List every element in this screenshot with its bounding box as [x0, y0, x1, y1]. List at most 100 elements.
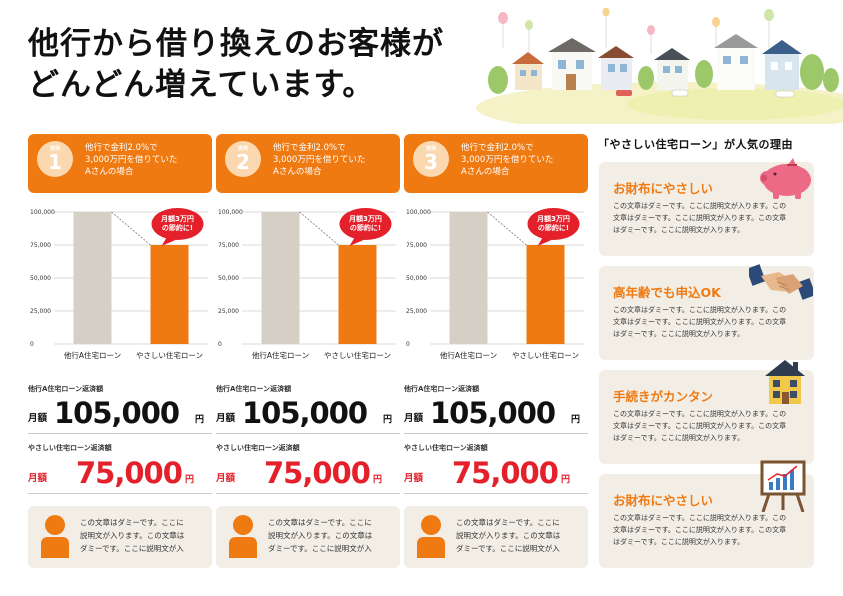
case-header: 実例 2 他行で金利2.0%で 3,000万円を借りていた Aさんの場合: [216, 134, 400, 193]
divider: [28, 433, 212, 434]
divider: [216, 493, 400, 494]
other-loan-label: 他行A住宅ローン返済額: [404, 385, 480, 393]
case-description-line: 他行で金利2.0%で: [461, 143, 534, 153]
reason-card-1: お財布にやさしい この文章はダミーです。ここに説明文が入ります。この 文章はダミ…: [599, 158, 814, 256]
reason-text-line: この文章はダミーです。ここに説明文が入ります。この: [613, 410, 787, 418]
person-icon: [229, 515, 257, 558]
reasons-title: 「やさしい住宅ローン」が人気の理由: [598, 138, 793, 151]
savings-badge-text: の節約に!: [538, 223, 569, 232]
yen-unit: 円: [571, 415, 581, 425]
bar-2: [150, 245, 189, 344]
reason-title: 手続きがカンタン: [613, 389, 714, 404]
savings-badge: [151, 208, 204, 240]
reason-text-line: 文章はダミーです。ここに説明文が入ります。この文章: [613, 422, 787, 430]
y-tick-label: 100,000: [406, 209, 431, 216]
y-tick-label: 0: [30, 341, 34, 348]
case-description-line: 3,000万円を借りていた: [461, 155, 554, 165]
case-header: 実例 3 他行で金利2.0%で 3,000万円を借りていた Aさんの場合: [404, 134, 588, 193]
note-line: この文章はダミーです。ここに: [268, 518, 372, 527]
case-description-line: Aさんの場合: [273, 167, 322, 177]
yen-unit: 円: [195, 415, 205, 425]
town-scene-icon: [476, 8, 843, 124]
yasashii-loan-amount: 75,000: [452, 456, 559, 490]
note-line: この文章はダミーです。ここに: [456, 518, 560, 527]
town-illustration: [476, 8, 843, 124]
savings-badge: [339, 208, 392, 240]
bar-2: [338, 245, 377, 344]
case-description-line: 3,000万円を借りていた: [273, 155, 366, 165]
other-loan-payment: 月額 105,000 円: [28, 394, 212, 428]
savings-bar-chart: 0 25,000 50,000 75,000 100,000 他行A住宅ローン やさしい住宅…: [406, 208, 584, 360]
reason-text-line: はダミーです。ここに説明文が入ります。: [613, 226, 745, 234]
y-tick-label: 25,000: [406, 308, 427, 315]
other-loan-payment: 月額 105,000 円: [216, 394, 400, 428]
month-label: 月額: [216, 473, 236, 484]
headline-line-1: 他行から借り換えのお客様が: [28, 26, 444, 62]
reason-text: この文章はダミーです。ここに説明文が入ります。この 文章はダミーです。ここに説明…: [613, 512, 809, 548]
person-icon: [41, 515, 69, 558]
case-number-badge: 実例 3: [413, 141, 449, 177]
yasashii-loan-payment: 月額 75,000 円: [28, 454, 212, 488]
house-icon: [765, 360, 805, 404]
savings-badge-tail: [537, 236, 552, 246]
other-loan-amount: 105,000: [54, 396, 180, 430]
y-tick-label: 50,000: [406, 275, 427, 282]
other-loan-amount: 105,000: [242, 396, 368, 430]
yasashii-loan-amount: 75,000: [264, 456, 371, 490]
divider: [404, 433, 588, 434]
savings-badge-text: 月額3万円: [536, 214, 570, 223]
y-tick-label: 100,000: [218, 209, 243, 216]
y-tick-label: 75,000: [30, 242, 51, 249]
note-line: ダミーです。ここに説明文が入: [80, 544, 184, 553]
balloon-icon: [498, 8, 774, 54]
x-category-label: 他行A住宅ローン: [440, 350, 497, 360]
bar-1: [261, 212, 300, 344]
handshake-icon: [749, 264, 813, 300]
case-number: 3: [424, 150, 438, 174]
reason-text-line: 文章はダミーです。ここに説明文が入ります。この文章: [613, 318, 787, 326]
reason-text-line: はダミーです。ここに説明文が入ります。: [613, 538, 745, 546]
note-line: ダミーです。ここに説明文が入: [268, 544, 372, 553]
divider: [404, 493, 588, 494]
case-description-line: Aさんの場合: [461, 167, 510, 177]
other-loan-label: 他行A住宅ローン返済額: [28, 385, 104, 393]
case-card-1: 実例 1 他行で金利2.0%で 3,000万円を借りていた Aさんの場合 0 25…: [28, 134, 212, 594]
headline-line-2: どんどん増えています。: [28, 67, 375, 103]
case-note-text: この文章はダミーです。ここに 説明文が入ります。この文章は ダミーです。ここに説…: [268, 516, 393, 555]
savings-badge-text: 月額3万円: [160, 214, 194, 223]
yen-unit: 円: [373, 475, 383, 485]
case-note-text: この文章はダミーです。ここに 説明文が入ります。この文章は ダミーです。ここに説…: [456, 516, 581, 555]
y-tick-label: 50,000: [30, 275, 51, 282]
savings-bar-chart: 0 25,000 50,000 75,000 100,000 他行A住宅ローン やさしい住宅…: [30, 208, 208, 360]
chart-board-icon: [760, 460, 806, 512]
savings-badge-text: の節約に!: [162, 223, 193, 232]
savings-badge-tail: [161, 236, 176, 246]
y-tick-label: 75,000: [218, 242, 239, 249]
x-category-label: やさしい住宅ローン: [136, 350, 203, 360]
case-description: 他行で金利2.0%で 3,000万円を借りていた Aさんの場合: [85, 142, 207, 178]
y-tick-label: 75,000: [406, 242, 427, 249]
case-note: この文章はダミーです。ここに 説明文が入ります。この文章は ダミーです。ここに説…: [28, 506, 212, 568]
savings-bar-chart: 0 25,000 50,000 75,000 100,000 他行A住宅ローン やさしい住宅…: [218, 208, 396, 360]
reason-text-line: この文章はダミーです。ここに説明文が入ります。この: [613, 202, 787, 210]
case-card-3: 実例 3 他行で金利2.0%で 3,000万円を借りていた Aさんの場合 0 25…: [404, 134, 588, 594]
person-icon: [417, 515, 445, 558]
month-label: 月額: [216, 413, 236, 424]
case-note-text: この文章はダミーです。ここに 説明文が入ります。この文章は ダミーです。ここに説…: [80, 516, 205, 555]
case-label: 実例: [49, 146, 60, 152]
bar-1: [73, 212, 112, 344]
case-number: 1: [48, 150, 62, 174]
yen-unit: 円: [561, 475, 571, 485]
reason-text: この文章はダミーです。ここに説明文が入ります。この 文章はダミーです。ここに説明…: [613, 200, 809, 236]
piggy-bank-icon: [760, 158, 811, 199]
bar-1: [449, 212, 488, 344]
divider: [28, 493, 212, 494]
month-label: 月額: [404, 413, 424, 424]
y-tick-label: 0: [406, 341, 410, 348]
reason-text-line: はダミーです。ここに説明文が入ります。: [613, 330, 745, 338]
case-description: 他行で金利2.0%で 3,000万円を借りていた Aさんの場合: [273, 142, 395, 178]
reason-text-line: この文章はダミーです。ここに説明文が入ります。この: [613, 306, 787, 314]
x-category-label: やさしい住宅ローン: [512, 350, 579, 360]
savings-connector: [111, 211, 151, 246]
case-note: この文章はダミーです。ここに 説明文が入ります。この文章は ダミーです。ここに説…: [216, 506, 400, 568]
